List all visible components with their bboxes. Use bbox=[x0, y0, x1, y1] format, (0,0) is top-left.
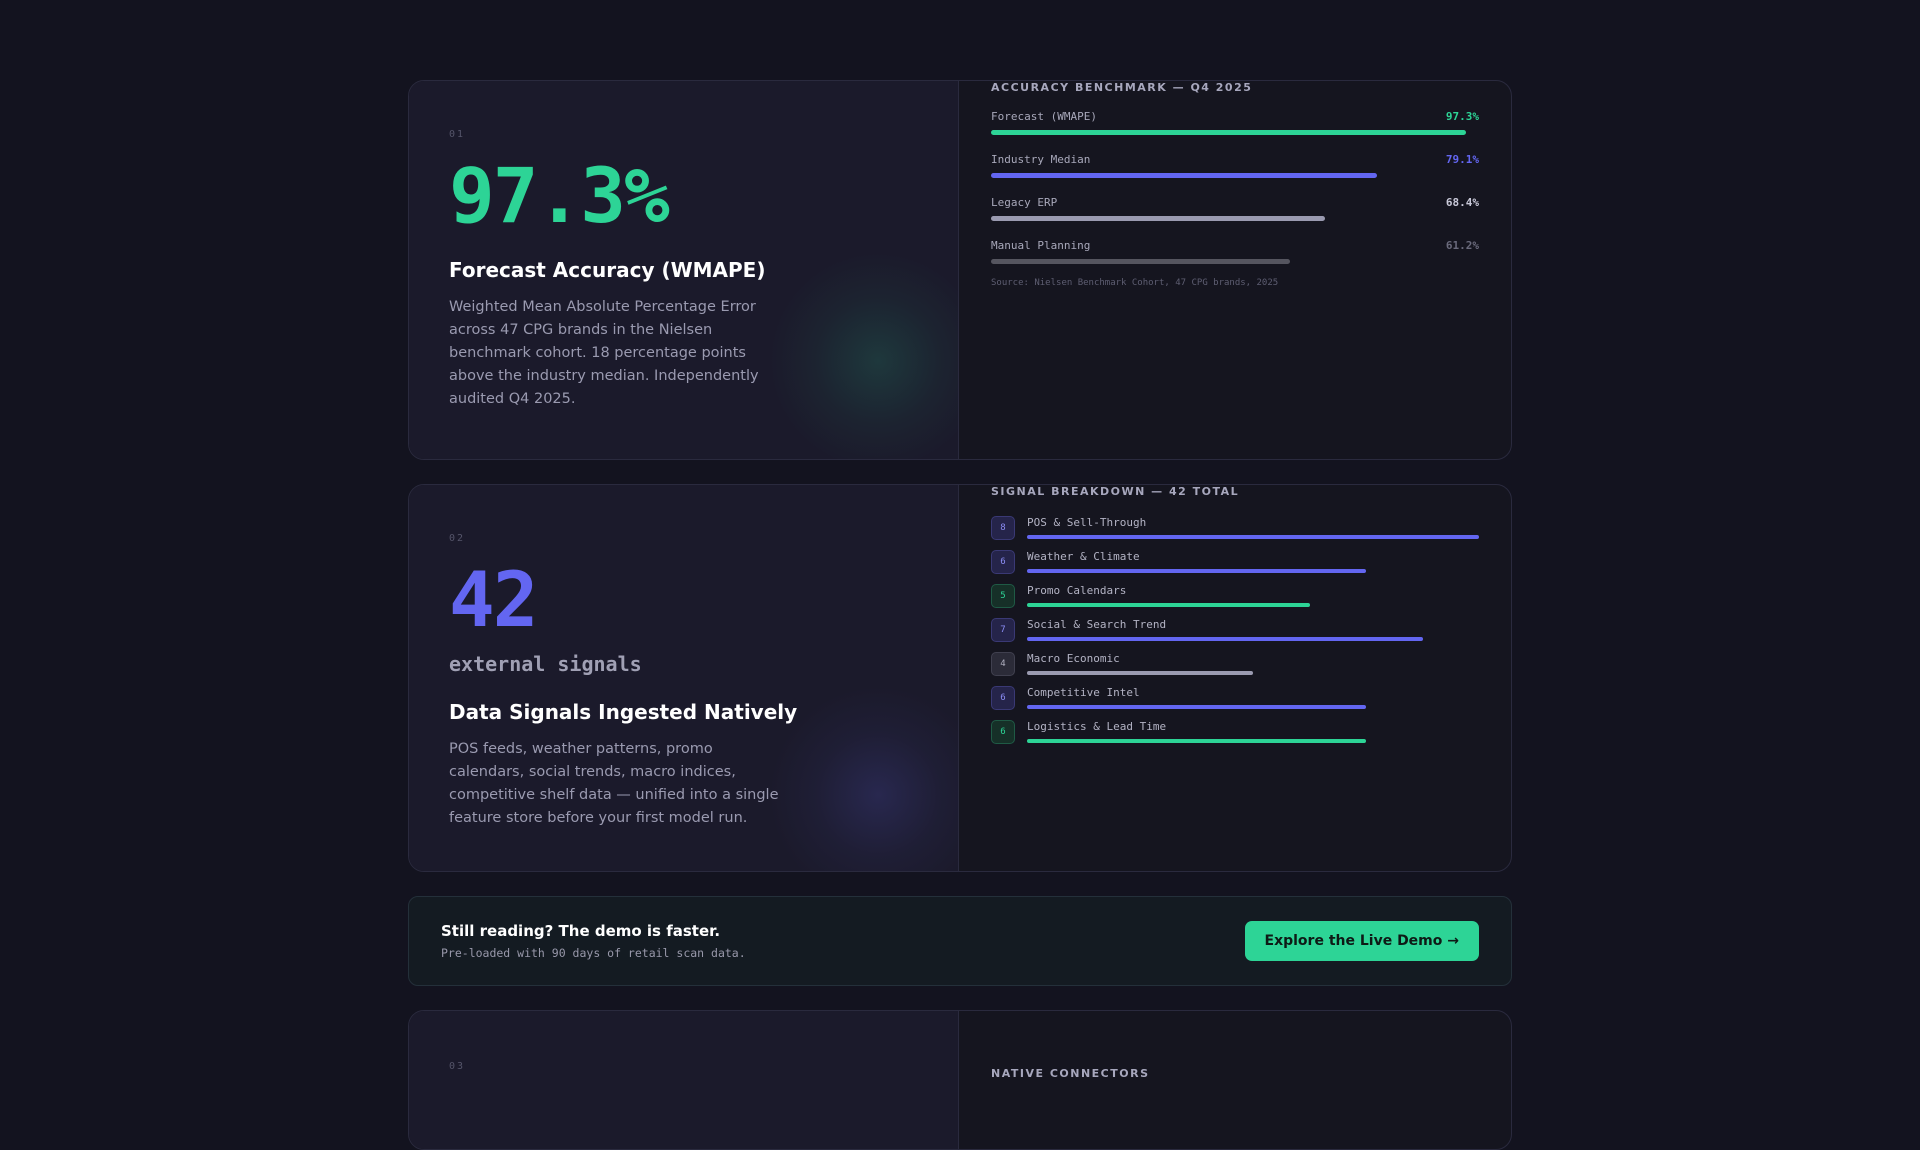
panel-title: SIGNAL BREAKDOWN — 42 TOTAL bbox=[991, 485, 1240, 498]
benchmark-label: Industry Median bbox=[991, 153, 1091, 166]
signal-bar bbox=[1027, 705, 1366, 709]
demo-cta-banner: Still reading? The demo is faster. Pre-l… bbox=[408, 896, 1512, 986]
signal-count-badge: 5 bbox=[991, 584, 1015, 608]
signals-metric: 42 bbox=[449, 555, 539, 644]
signal-bar bbox=[1027, 603, 1310, 607]
signal-body: Macro Economic bbox=[1027, 652, 1479, 675]
benchmark-value: 68.4% bbox=[1445, 196, 1479, 209]
section-description: POS feeds, weather patterns, promo calen… bbox=[449, 741, 779, 826]
signal-breakdown-panel: SIGNAL BREAKDOWN — 42 TOTAL 8 POS & Sell-… bbox=[959, 485, 1511, 871]
signals-summary: 02 42 external signals Data Signals Inge… bbox=[409, 485, 959, 871]
benchmark-bar bbox=[991, 173, 1377, 178]
explore-live-demo-button[interactable]: Explore the Live Demo → bbox=[1244, 921, 1479, 961]
section-index: 01 bbox=[449, 129, 466, 140]
benchmark-label-row: Manual Planning 61.2% bbox=[991, 239, 1479, 252]
signal-row: 6 Weather & Climate bbox=[991, 550, 1479, 574]
accuracy-summary: 01 97.3% Forecast Accuracy (WMAPE) Weigh… bbox=[409, 81, 959, 459]
panel-title: NATIVE CONNECTORS bbox=[991, 1067, 1150, 1080]
benchmark-label: Forecast (WMAPE) bbox=[991, 110, 1097, 123]
benchmark-bar bbox=[991, 130, 1466, 135]
signal-bar bbox=[1027, 569, 1366, 573]
accuracy-benchmark-panel: ACCURACY BENCHMARK — Q4 2025 Forecast (W… bbox=[959, 81, 1511, 459]
panel-title: ACCURACY BENCHMARK — Q4 2025 bbox=[991, 81, 1253, 94]
signal-row: 6 Competitive Intel bbox=[991, 686, 1479, 710]
signals-card: 02 42 external signals Data Signals Inge… bbox=[408, 484, 1512, 872]
signal-bar-track bbox=[1027, 637, 1479, 641]
benchmark-bar-track bbox=[991, 173, 1479, 178]
benchmark-label-row: Industry Median 79.1% bbox=[991, 153, 1479, 166]
cta-subtitle: Pre-loaded with 90 days of retail scan d… bbox=[441, 946, 746, 960]
accuracy-card: 01 97.3% Forecast Accuracy (WMAPE) Weigh… bbox=[408, 80, 1512, 460]
signal-body: Weather & Climate bbox=[1027, 550, 1479, 573]
signal-bar-track bbox=[1027, 535, 1479, 539]
signal-bar-track bbox=[1027, 569, 1479, 573]
signal-count-badge: 4 bbox=[991, 652, 1015, 676]
signal-body: Promo Calendars bbox=[1027, 584, 1479, 607]
signal-label: Social & Search Trend bbox=[1027, 618, 1167, 631]
section-description: Weighted Mean Absolute Percentage Error … bbox=[449, 299, 759, 407]
signal-body: Logistics & Lead Time bbox=[1027, 720, 1479, 743]
benchmark-row: Industry Median 79.1% bbox=[991, 153, 1479, 178]
signal-count-badge: 6 bbox=[991, 720, 1015, 744]
source-note: Source: Nielsen Benchmark Cohort, 47 CPG… bbox=[991, 278, 1279, 288]
signal-count-badge: 6 bbox=[991, 686, 1015, 710]
connectors-panel: NATIVE CONNECTORS bbox=[959, 1011, 1511, 1149]
signal-bar bbox=[1027, 637, 1423, 641]
signal-bar bbox=[1027, 671, 1253, 675]
signal-count-badge: 8 bbox=[991, 516, 1015, 540]
signal-body: Social & Search Trend bbox=[1027, 618, 1479, 641]
section-title: Data Signals Ingested Natively bbox=[449, 700, 798, 724]
signal-bar-track bbox=[1027, 705, 1479, 709]
cta-title: Still reading? The demo is faster. bbox=[441, 922, 721, 940]
signal-label: Logistics & Lead Time bbox=[1027, 720, 1167, 733]
signal-count-badge: 7 bbox=[991, 618, 1015, 642]
benchmark-label: Legacy ERP bbox=[991, 196, 1058, 209]
connectors-summary: 03 bbox=[409, 1011, 959, 1149]
benchmark-label-row: Forecast (WMAPE) 97.3% bbox=[991, 110, 1479, 123]
connectors-card: 03 NATIVE CONNECTORS bbox=[408, 1010, 1512, 1150]
signal-row: 7 Social & Search Trend bbox=[991, 618, 1479, 642]
benchmark-bar-track bbox=[991, 259, 1479, 264]
benchmark-value: 79.1% bbox=[1445, 153, 1479, 166]
signal-body: Competitive Intel bbox=[1027, 686, 1479, 709]
signal-body: POS & Sell-Through bbox=[1027, 516, 1479, 539]
signal-label: Macro Economic bbox=[1027, 652, 1120, 665]
section-index: 02 bbox=[449, 533, 466, 544]
section-index: 03 bbox=[449, 1061, 466, 1072]
benchmark-value: 97.3% bbox=[1445, 110, 1479, 123]
signal-row: 5 Promo Calendars bbox=[991, 584, 1479, 608]
signal-bar-track bbox=[1027, 671, 1479, 675]
signal-bar-track bbox=[1027, 739, 1479, 743]
section-title: Forecast Accuracy (WMAPE) bbox=[449, 258, 766, 282]
benchmark-label-row: Legacy ERP 68.4% bbox=[991, 196, 1479, 209]
page-content: 01 97.3% Forecast Accuracy (WMAPE) Weigh… bbox=[408, 80, 1512, 1150]
accuracy-metric: 97.3% bbox=[449, 151, 670, 240]
cta-text: Still reading? The demo is faster. Pre-l… bbox=[441, 922, 746, 960]
signal-label: POS & Sell-Through bbox=[1027, 516, 1147, 529]
signals-metric-subtitle: external signals bbox=[449, 652, 642, 676]
signal-label: Promo Calendars bbox=[1027, 584, 1127, 597]
benchmark-bar-track bbox=[991, 216, 1479, 221]
benchmark-label: Manual Planning bbox=[991, 239, 1091, 252]
signal-row: 8 POS & Sell-Through bbox=[991, 516, 1479, 540]
signal-bar-track bbox=[1027, 603, 1479, 607]
benchmark-value: 61.2% bbox=[1445, 239, 1479, 252]
signal-label: Weather & Climate bbox=[1027, 550, 1140, 563]
benchmark-row: Manual Planning 61.2% bbox=[991, 239, 1479, 264]
signal-count-badge: 6 bbox=[991, 550, 1015, 574]
decorative-glow bbox=[768, 251, 958, 459]
benchmark-bar bbox=[991, 259, 1290, 264]
benchmark-bar bbox=[991, 216, 1325, 221]
benchmark-row: Legacy ERP 68.4% bbox=[991, 196, 1479, 221]
benchmark-bar-track bbox=[991, 130, 1479, 135]
signal-row: 6 Logistics & Lead Time bbox=[991, 720, 1479, 744]
signal-row: 4 Macro Economic bbox=[991, 652, 1479, 676]
signal-label: Competitive Intel bbox=[1027, 686, 1140, 699]
benchmark-row: Forecast (WMAPE) 97.3% bbox=[991, 110, 1479, 135]
signal-bar bbox=[1027, 535, 1479, 539]
signal-bar bbox=[1027, 739, 1366, 743]
